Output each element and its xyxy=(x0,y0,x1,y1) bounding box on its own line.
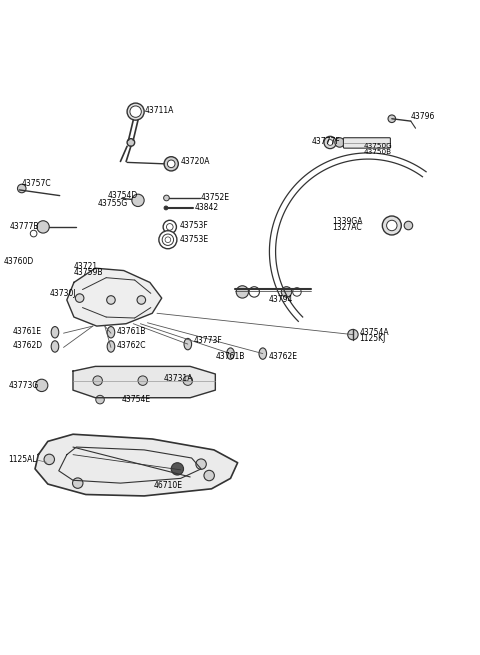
Text: 43754D: 43754D xyxy=(107,191,137,200)
Text: 43754E: 43754E xyxy=(121,395,151,404)
Circle shape xyxy=(335,138,344,147)
Circle shape xyxy=(164,195,169,201)
Text: 43762D: 43762D xyxy=(12,341,42,350)
Polygon shape xyxy=(73,366,216,398)
Circle shape xyxy=(293,288,301,296)
Text: 43760D: 43760D xyxy=(4,257,34,265)
Circle shape xyxy=(249,287,260,297)
Text: 43794: 43794 xyxy=(268,295,293,305)
Circle shape xyxy=(127,139,135,146)
Text: 43761B: 43761B xyxy=(216,352,245,362)
Text: 43762E: 43762E xyxy=(268,352,298,362)
Circle shape xyxy=(348,329,358,340)
Circle shape xyxy=(138,376,147,385)
Circle shape xyxy=(75,294,84,303)
Text: 43842: 43842 xyxy=(195,204,219,212)
Text: 43711A: 43711A xyxy=(145,106,175,115)
Text: 43750B: 43750B xyxy=(363,149,392,155)
Circle shape xyxy=(404,221,413,230)
Ellipse shape xyxy=(107,341,115,352)
Circle shape xyxy=(93,376,102,385)
Circle shape xyxy=(127,103,144,120)
Text: 43761B: 43761B xyxy=(117,327,146,336)
Circle shape xyxy=(183,376,192,385)
Circle shape xyxy=(164,206,168,210)
Circle shape xyxy=(30,231,37,237)
Text: 43721: 43721 xyxy=(74,262,98,271)
Text: 43754A: 43754A xyxy=(360,328,389,337)
Circle shape xyxy=(164,157,179,171)
Text: 1339GA: 1339GA xyxy=(333,217,363,226)
Circle shape xyxy=(96,396,104,404)
Text: 43759B: 43759B xyxy=(74,269,104,278)
Ellipse shape xyxy=(107,327,115,338)
Circle shape xyxy=(383,216,401,235)
Circle shape xyxy=(168,160,175,168)
Circle shape xyxy=(72,478,83,489)
Circle shape xyxy=(159,231,177,249)
Circle shape xyxy=(107,295,115,305)
Circle shape xyxy=(236,286,249,298)
Text: 43753F: 43753F xyxy=(179,221,208,231)
Polygon shape xyxy=(67,268,162,326)
Text: 43753E: 43753E xyxy=(179,235,208,244)
Ellipse shape xyxy=(184,339,192,350)
Text: 43720A: 43720A xyxy=(180,157,210,166)
Circle shape xyxy=(324,136,336,149)
Circle shape xyxy=(167,223,173,231)
Text: 43750G: 43750G xyxy=(363,143,392,149)
Text: 1125KJ: 1125KJ xyxy=(360,335,386,343)
Text: 43761E: 43761E xyxy=(12,327,41,336)
Text: 43777F: 43777F xyxy=(311,136,340,145)
Text: 43762C: 43762C xyxy=(117,341,146,350)
Circle shape xyxy=(17,184,26,193)
Circle shape xyxy=(171,462,183,475)
Text: 43773G: 43773G xyxy=(9,381,39,390)
Circle shape xyxy=(165,237,171,242)
Circle shape xyxy=(44,454,55,464)
Text: 43730J: 43730J xyxy=(49,289,76,298)
Text: 1327AC: 1327AC xyxy=(333,223,362,233)
Circle shape xyxy=(130,106,141,117)
Text: 43755G: 43755G xyxy=(97,198,128,208)
Text: 43773F: 43773F xyxy=(193,336,222,345)
Text: 43757C: 43757C xyxy=(22,179,51,188)
Ellipse shape xyxy=(227,348,234,360)
Text: 46710E: 46710E xyxy=(154,481,183,489)
Circle shape xyxy=(281,287,292,297)
Circle shape xyxy=(204,470,215,481)
Circle shape xyxy=(388,115,396,122)
Circle shape xyxy=(162,234,174,246)
Circle shape xyxy=(163,220,177,234)
Ellipse shape xyxy=(259,348,266,360)
Text: 1125AL: 1125AL xyxy=(9,455,37,464)
Text: 43731A: 43731A xyxy=(164,374,193,383)
Ellipse shape xyxy=(51,327,59,338)
Circle shape xyxy=(137,295,145,305)
Text: 43752E: 43752E xyxy=(201,193,230,202)
Circle shape xyxy=(37,221,49,233)
Circle shape xyxy=(327,140,333,145)
Text: 43796: 43796 xyxy=(411,112,435,121)
Ellipse shape xyxy=(51,341,59,352)
Polygon shape xyxy=(35,434,238,496)
Circle shape xyxy=(132,194,144,206)
Circle shape xyxy=(36,379,48,392)
Circle shape xyxy=(196,459,206,470)
Text: 43777B: 43777B xyxy=(10,222,39,231)
FancyBboxPatch shape xyxy=(343,138,390,148)
Circle shape xyxy=(386,220,397,231)
